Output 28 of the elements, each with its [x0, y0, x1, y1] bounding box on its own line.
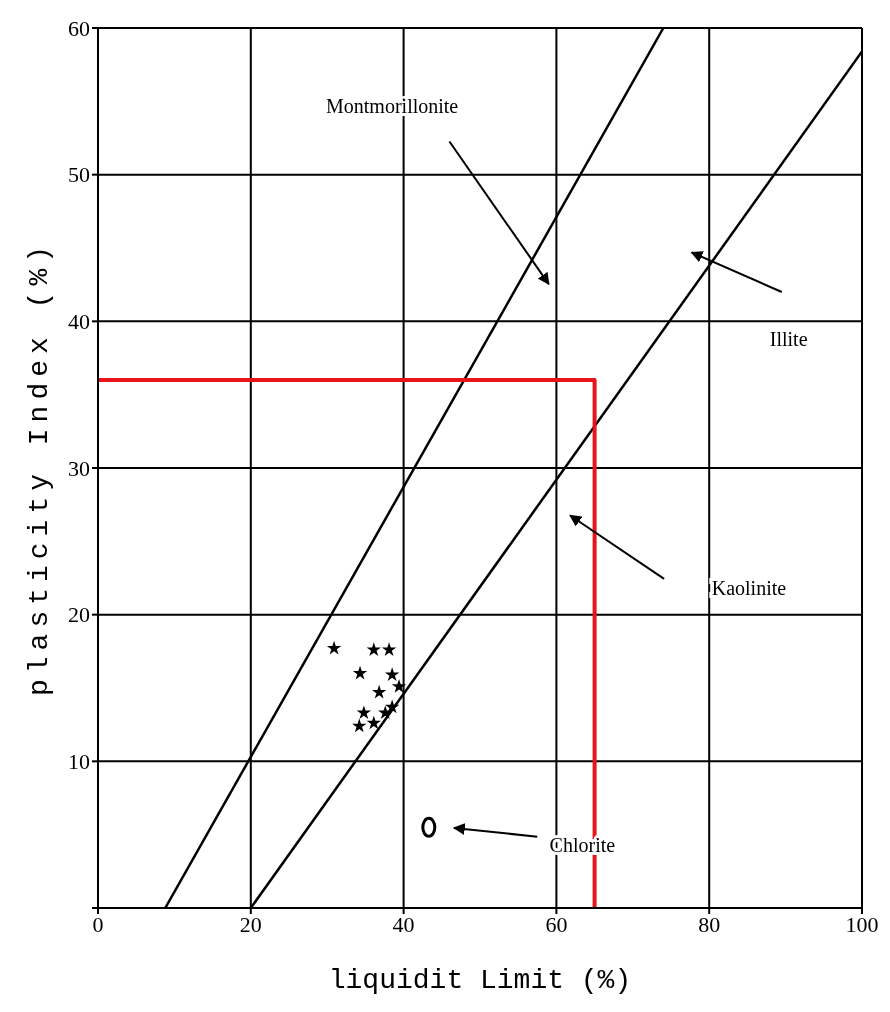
x-tick-label: 80 [698, 911, 721, 937]
x-tick-label: 0 [92, 911, 104, 937]
point [384, 667, 400, 681]
point [381, 642, 397, 656]
point [421, 816, 437, 838]
y-tick-label: 30 [68, 455, 90, 481]
y-axis-title: plasticity Index (%) [24, 239, 56, 697]
point [391, 678, 407, 693]
y-tick-label: 10 [68, 749, 90, 775]
point [366, 642, 381, 656]
y-tick-label: 40 [68, 309, 90, 335]
y-tick-label: 50 [68, 162, 90, 188]
annotation: Kaolinite [711, 576, 787, 599]
point [352, 665, 368, 680]
point [371, 684, 387, 699]
x-tick-label: 100 [845, 911, 879, 937]
y-tick-label: 20 [68, 602, 90, 628]
x-tick-label: 60 [545, 911, 568, 937]
point [326, 640, 342, 655]
point [356, 705, 372, 720]
x-tick-label: 20 [239, 911, 262, 937]
point [352, 718, 367, 733]
point [366, 715, 381, 730]
x-tick-label: 40 [392, 911, 415, 937]
annotation: Illite [769, 327, 808, 350]
point [384, 699, 400, 714]
x-axis-title: liquidit Limit (%) [328, 965, 632, 996]
y-tick-label: 60 [68, 15, 90, 41]
